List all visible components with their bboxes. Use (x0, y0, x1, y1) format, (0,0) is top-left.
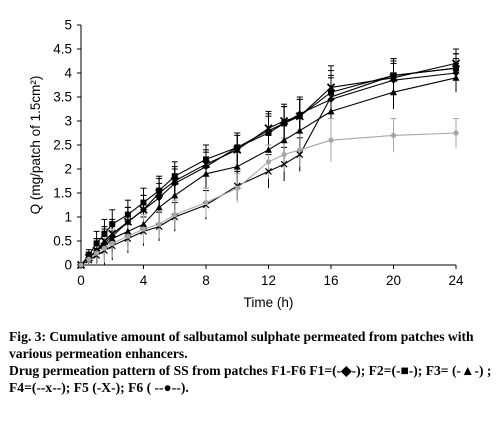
data-point-f3 (108, 235, 116, 242)
permeation-chart: 0 0.5 1 1.5 2 2.5 3 3.5 4 4.5 5 0 4 8 12 16 20 24 Time (h… (28, 18, 464, 311)
data-point-f4 (327, 93, 335, 101)
data-point-f5 (264, 124, 273, 133)
y-tick-label: 5 (64, 18, 72, 33)
data-point-f2 (101, 230, 108, 237)
data-point-f2 (140, 199, 147, 206)
data-point-f3 (140, 220, 147, 228)
data-point-f3 (452, 74, 460, 81)
data-point-f5 (389, 73, 398, 82)
data-point-f1 (327, 95, 335, 103)
data-point-f6 (78, 262, 84, 268)
data-point-f3 (233, 163, 241, 170)
series-markers (76, 59, 461, 270)
data-point-f3 (202, 170, 210, 177)
tick-labels: 0 0.5 1 1.5 2 2.5 3 3.5 4 4.5 5 0 4 8 12 16 20 24 (53, 18, 464, 289)
data-point-f6 (390, 132, 397, 138)
data-point-f3 (280, 136, 288, 144)
data-point-f4 (390, 71, 397, 79)
data-point-f6 (125, 233, 131, 239)
data-point-f6 (140, 226, 147, 232)
y-tick-label: 0.5 (53, 234, 72, 249)
data-point-f2 (234, 144, 241, 151)
y-axis-label: Q (mg/patch of 1.5cm²) (28, 76, 43, 215)
data-point-f2 (156, 187, 163, 194)
data-point-f2 (109, 221, 116, 228)
x-tick-label: 16 (323, 273, 338, 288)
caption-legend: Drug permeation pattern of SS from patch… (9, 363, 492, 395)
data-point-f5 (100, 236, 109, 246)
data-point-f2 (281, 120, 288, 127)
data-point-f5 (201, 160, 211, 169)
data-point-f4 (265, 167, 272, 175)
data-point-f5 (279, 116, 289, 126)
data-point-f5 (451, 59, 461, 68)
data-point-f6 (109, 240, 115, 246)
data-point-f6 (172, 212, 178, 218)
x-tick-label: 12 (261, 273, 276, 288)
caption-title: Fig. 3: Cumulative amount of salbutamol … (9, 329, 474, 361)
data-point-f2 (93, 240, 100, 247)
y-tick-label: 3 (64, 114, 72, 129)
x-tick-label: 8 (202, 273, 210, 288)
data-point-f2 (124, 211, 131, 218)
y-tick-label: 2 (64, 162, 72, 177)
data-point-f3 (155, 203, 163, 211)
data-point-f3 (124, 227, 132, 235)
y-tick-label: 0 (64, 258, 72, 273)
data-point-f1 (452, 69, 460, 77)
data-point-f5 (326, 83, 336, 92)
y-tick-label: 4.5 (53, 42, 72, 57)
data-point-f5 (295, 112, 304, 121)
figure-caption: Fig. 3: Cumulative amount of salbutamol … (9, 328, 495, 396)
data-point-f5 (233, 145, 242, 154)
y-tick-label: 1 (64, 210, 72, 225)
data-point-f6 (265, 159, 272, 165)
data-point-f3 (296, 127, 304, 134)
data-point-f2 (328, 89, 334, 96)
data-point-f6 (281, 152, 287, 158)
data-point-f6 (328, 137, 334, 143)
data-point-f3 (171, 191, 179, 199)
x-tick-label: 4 (140, 273, 148, 288)
data-point-f5 (123, 217, 133, 226)
y-tick-label: 3.5 (53, 90, 72, 105)
axes (77, 24, 457, 269)
data-point-f5 (154, 188, 164, 198)
x-tick-label: 24 (448, 273, 464, 288)
x-axis-label: Time (h) (244, 295, 294, 310)
data-point-f5 (139, 205, 148, 214)
data-point-f6 (156, 221, 162, 227)
data-point-f2 (265, 130, 272, 136)
x-tick-label: 0 (77, 273, 85, 288)
y-tick-label: 2.5 (53, 138, 72, 153)
data-point-f3 (265, 146, 272, 153)
y-tick-label: 1.5 (53, 186, 72, 201)
x-tick-label: 20 (386, 273, 401, 288)
data-point-f3 (390, 88, 397, 96)
data-point-f2 (171, 173, 178, 180)
data-point-f3 (327, 107, 335, 115)
data-point-f6 (203, 200, 209, 206)
data-point-f6 (94, 250, 100, 256)
data-point-f2 (203, 156, 209, 163)
data-point-f5 (108, 229, 117, 238)
data-point-f6 (453, 130, 459, 136)
data-point-f6 (101, 245, 108, 251)
data-point-f5 (170, 176, 179, 186)
data-point-f4 (280, 160, 288, 168)
data-point-f6 (86, 256, 92, 262)
data-point-f4 (296, 151, 304, 159)
data-point-f6 (234, 185, 240, 191)
y-tick-label: 4 (64, 66, 72, 81)
data-point-f6 (297, 147, 303, 153)
data-point-f1 (155, 194, 163, 202)
